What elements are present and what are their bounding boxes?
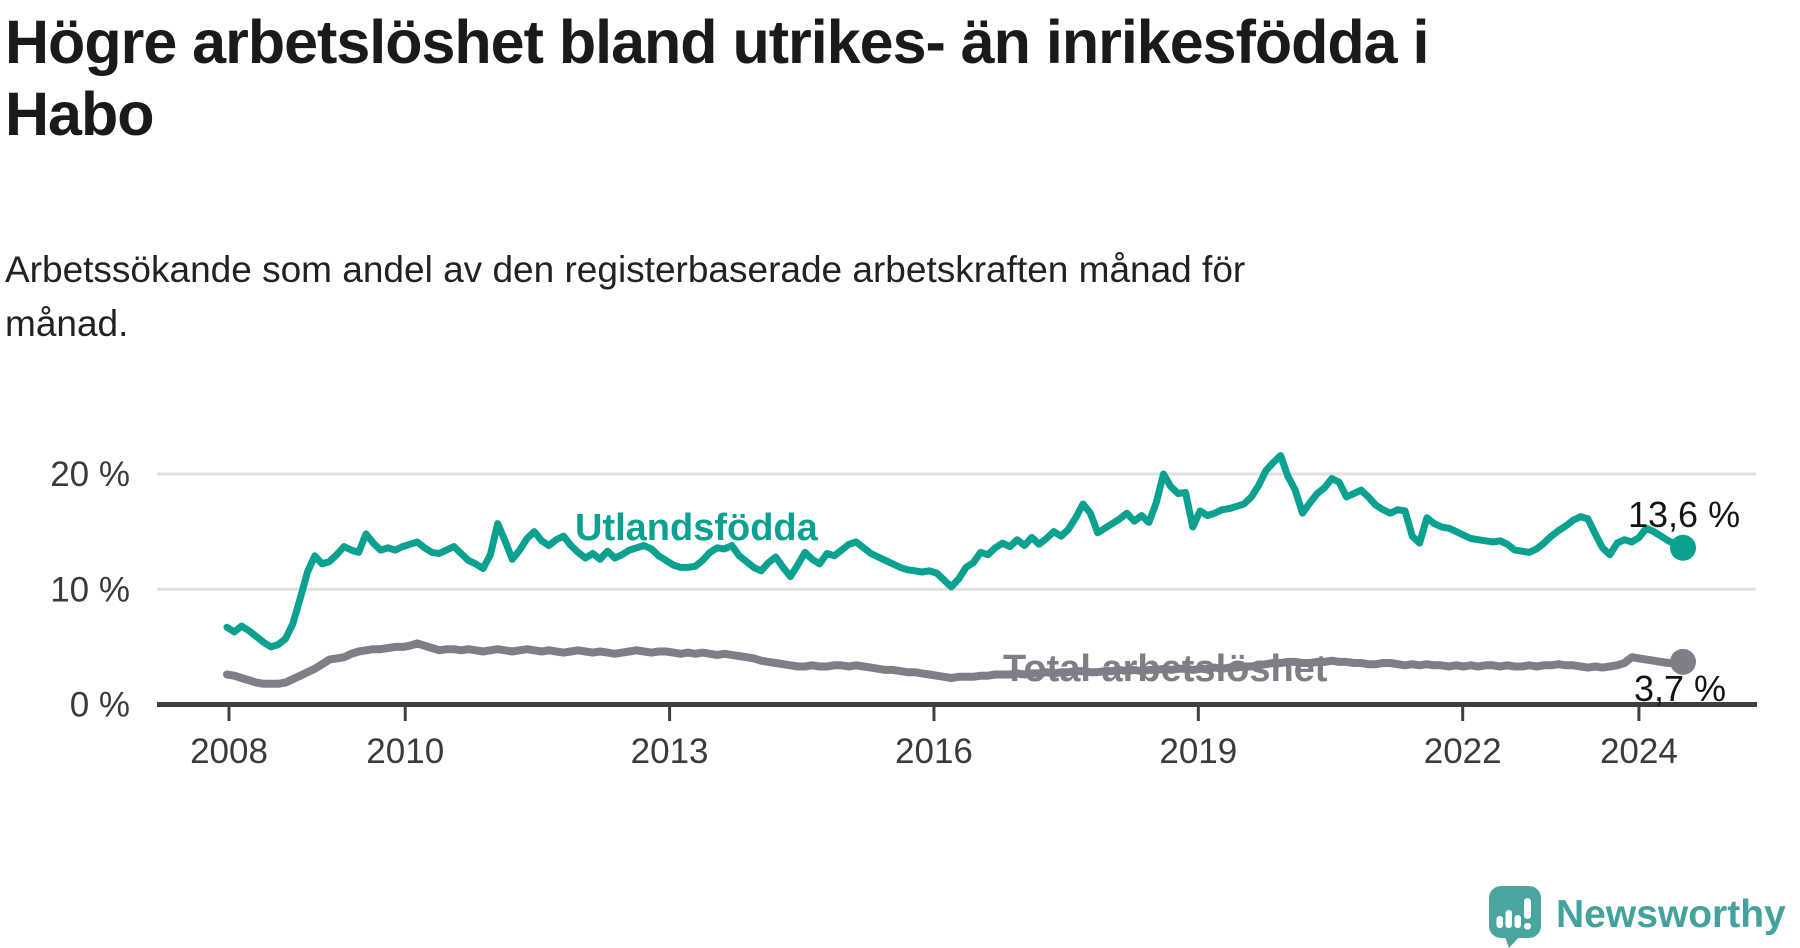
page-subtitle: Arbetssökande som andel av den registerb… [5,249,1246,344]
y-axis-label-10: 10 % [50,570,130,609]
end-value-label-total: 3,7 % [1634,668,1726,709]
x-axis-label-2016: 2016 [895,732,973,771]
newsworthy-wordmark: Newsworthy [1556,893,1786,936]
series-line-total [223,639,1687,688]
x-axis-label-2013: 2013 [631,732,709,771]
chart-series-lines [223,452,1696,688]
y-axis-label-0: 0 % [70,686,130,725]
chart-grid: 0 % 10 % 20 % 2008 2010 2013 2016 2019 2022 2024 [50,455,1757,771]
newsworthy-logo: Newsworthy [1489,886,1786,948]
x-axis-label-2010: 2010 [366,732,444,771]
series-end-dot-total [1670,648,1696,675]
x-axis-label-2024: 2024 [1600,732,1678,771]
series-line-utlandsfodda [223,452,1687,651]
newsworthy-speech-bubble-chart-icon [1489,886,1541,948]
y-axis-label-20: 20 % [50,455,130,494]
end-value-label-utlandsfodda: 13,6 % [1628,494,1740,535]
series-end-dot-utlandsfodda [1670,534,1696,561]
page-title: Högre arbetslöshet bland utrikes- än inr… [5,8,1429,148]
series-label-utlandsfodda: Utlandsfödda [575,507,819,549]
series-label-total-arbetsloshet: Total arbetslöshet [1003,648,1328,690]
x-axis-label-2008: 2008 [190,732,268,771]
x-axis-label-2022: 2022 [1424,732,1502,771]
x-axis-label-2019: 2019 [1159,732,1237,771]
